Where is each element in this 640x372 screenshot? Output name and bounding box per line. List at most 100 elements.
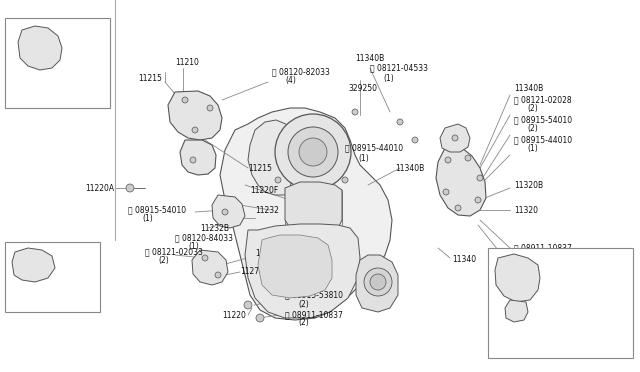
Text: 11232B: 11232B [200, 224, 229, 232]
Polygon shape [180, 140, 216, 175]
Circle shape [477, 175, 483, 181]
Polygon shape [248, 120, 298, 195]
Text: Ⓢ 08915-53810: Ⓢ 08915-53810 [514, 263, 572, 273]
Circle shape [518, 292, 522, 298]
Text: (2): (2) [527, 251, 538, 260]
Text: (1): (1) [358, 154, 369, 163]
Text: Ⓑ 08120-82033: Ⓑ 08120-82033 [272, 67, 330, 77]
Circle shape [42, 60, 47, 64]
Circle shape [288, 127, 338, 177]
Text: 11220F: 11220F [250, 186, 278, 195]
Polygon shape [495, 254, 540, 302]
Circle shape [42, 267, 47, 273]
Circle shape [222, 209, 228, 215]
Circle shape [256, 314, 264, 322]
Text: (2): (2) [158, 256, 169, 264]
Polygon shape [436, 148, 486, 216]
Bar [5, 242, 100, 312]
Polygon shape [12, 248, 55, 282]
Circle shape [17, 256, 22, 260]
Text: 11320B: 11320B [514, 180, 543, 189]
Circle shape [275, 177, 281, 183]
Text: 11215: 11215 [248, 164, 272, 173]
Text: (2): (2) [527, 103, 538, 112]
Text: AUTO: AUTO [8, 243, 28, 249]
Circle shape [190, 157, 196, 163]
Circle shape [527, 273, 532, 278]
Text: (2): (2) [527, 272, 538, 280]
Circle shape [49, 39, 54, 45]
Circle shape [299, 138, 327, 166]
Text: 11274M: 11274M [8, 253, 36, 259]
Circle shape [455, 205, 461, 211]
Bar [5, 18, 110, 108]
Polygon shape [285, 182, 342, 232]
Text: 11220A: 11220A [85, 183, 114, 192]
Text: 329250: 329250 [348, 83, 377, 93]
Text: (1): (1) [142, 214, 153, 222]
Text: Ⓢ 08915-54010: Ⓢ 08915-54010 [514, 115, 572, 125]
Text: (1): (1) [527, 144, 538, 153]
Circle shape [342, 177, 348, 183]
Polygon shape [356, 255, 398, 312]
Text: 11210: 11210 [175, 58, 199, 67]
Polygon shape [220, 108, 392, 320]
Circle shape [364, 268, 392, 296]
Text: (1): (1) [188, 241, 199, 250]
Circle shape [412, 137, 418, 143]
Text: Ⓑ 08121-04533: Ⓑ 08121-04533 [370, 64, 428, 73]
Text: AUTO: AUTO [495, 340, 516, 350]
Text: (1): (1) [383, 74, 394, 83]
Circle shape [244, 301, 252, 309]
Bar [488, 248, 633, 358]
Text: (2): (2) [298, 318, 308, 327]
Circle shape [370, 274, 386, 290]
Polygon shape [440, 124, 470, 152]
Text: AUTO: AUTO [8, 19, 28, 25]
Text: 11340: 11340 [563, 276, 587, 285]
Circle shape [26, 33, 31, 38]
Text: 11215: 11215 [138, 74, 162, 83]
Circle shape [126, 184, 134, 192]
Text: Ⓢ 08915-54010: Ⓢ 08915-54010 [128, 205, 186, 215]
Text: Ⓢ 08915-53810: Ⓢ 08915-53810 [285, 291, 343, 299]
Text: Ⓝ 08911-10837: Ⓝ 08911-10837 [514, 244, 572, 253]
Text: 11274M: 11274M [240, 267, 271, 276]
Text: 11340: 11340 [452, 256, 476, 264]
Circle shape [192, 127, 198, 133]
Text: (2): (2) [298, 301, 308, 310]
Polygon shape [212, 195, 245, 228]
Circle shape [182, 97, 188, 103]
Polygon shape [192, 250, 228, 285]
Text: 11320: 11320 [514, 205, 538, 215]
Text: (2): (2) [527, 124, 538, 132]
Polygon shape [168, 91, 222, 140]
Text: 11340B: 11340B [395, 164, 424, 173]
Circle shape [202, 255, 208, 261]
Polygon shape [245, 224, 360, 318]
Text: A112B0211: A112B0211 [495, 350, 539, 359]
Circle shape [475, 197, 481, 203]
Circle shape [215, 272, 221, 278]
Text: Ⓑ 08121-02033: Ⓑ 08121-02033 [145, 247, 203, 257]
Circle shape [445, 157, 451, 163]
Circle shape [275, 114, 351, 190]
Polygon shape [505, 300, 528, 322]
Text: 11220: 11220 [222, 311, 246, 320]
Text: 11210: 11210 [8, 29, 30, 35]
Circle shape [443, 189, 449, 195]
Circle shape [352, 109, 358, 115]
Text: Ⓑ 08120-84033: Ⓑ 08120-84033 [175, 234, 233, 243]
Text: Ⓑ 08121-02028: Ⓑ 08121-02028 [514, 96, 572, 105]
Text: Ⓢ 08915-44010: Ⓢ 08915-44010 [345, 144, 403, 153]
Text: 11232: 11232 [255, 205, 279, 215]
Circle shape [465, 155, 471, 161]
Text: (4): (4) [285, 76, 296, 84]
Text: Ⓝ 08911-10837: Ⓝ 08911-10837 [285, 311, 343, 320]
Polygon shape [18, 26, 62, 70]
Text: 11340B: 11340B [514, 83, 543, 93]
Circle shape [502, 263, 508, 267]
Text: 11340B: 11340B [355, 54, 384, 62]
Polygon shape [258, 235, 332, 298]
Text: Ⓢ 08915-44010: Ⓢ 08915-44010 [514, 135, 572, 144]
